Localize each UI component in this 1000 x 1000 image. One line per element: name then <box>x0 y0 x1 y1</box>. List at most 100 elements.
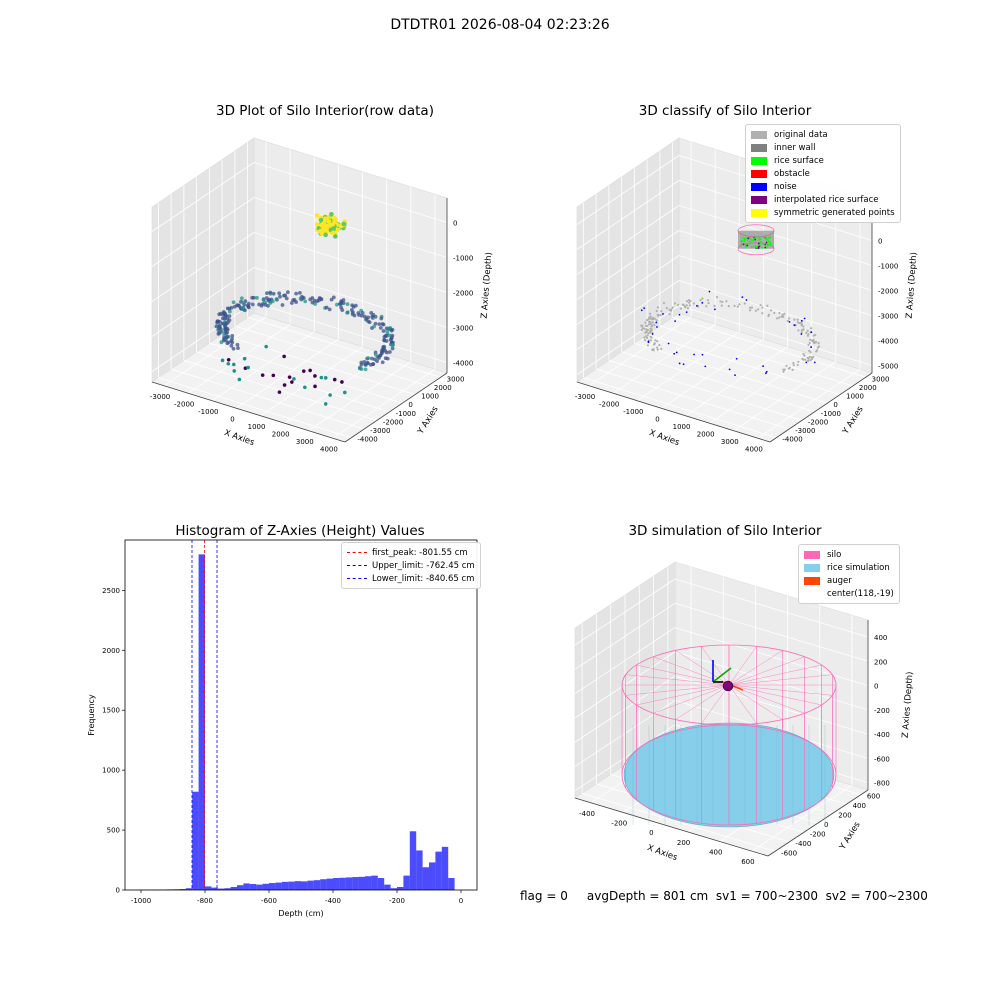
p1-data-point <box>232 362 236 367</box>
p2-noise-point <box>685 311 688 314</box>
p2-x-tick-label: -2000 <box>599 400 619 408</box>
p2-original-point <box>688 299 691 302</box>
p4-x-axis-label: X Axies <box>646 843 679 863</box>
p1-data-point <box>229 343 234 348</box>
silo-spoke <box>728 684 783 720</box>
p1-grid-z <box>151 162 255 232</box>
p1-data-point <box>326 218 332 224</box>
p2-rice-point <box>754 245 757 247</box>
p2-original-point <box>769 309 773 312</box>
p1-data-point <box>324 305 329 310</box>
p1-data-point <box>371 313 376 317</box>
p2-noise-point <box>735 357 738 360</box>
silo-spoke <box>675 684 730 720</box>
p1-data-point <box>246 305 251 310</box>
legend-item: rice surface <box>751 154 895 167</box>
p1-data-point <box>380 322 385 326</box>
p1-data-point <box>216 331 221 336</box>
legend-item: silo <box>804 548 894 561</box>
p2-original-point <box>778 311 781 315</box>
legend-label: inner wall <box>774 142 816 153</box>
p2-original-point <box>713 304 716 307</box>
p2-grid-y <box>634 342 828 404</box>
p1-data-point <box>314 213 320 218</box>
legend-label: rice surface <box>774 155 824 166</box>
p1-data-point <box>271 373 276 378</box>
p2-y-tick-label: 2000 <box>859 384 877 392</box>
p1-y-tick-label: 2000 <box>434 384 452 392</box>
legend-item: interpolated rice surface <box>751 193 895 206</box>
p2-original-point <box>640 325 644 328</box>
histogram-bar <box>448 878 455 890</box>
p2-grid-x <box>612 323 716 394</box>
p4-z-tick-label: 200 <box>874 658 887 666</box>
p2-original-point <box>808 341 811 345</box>
p2-noise-point <box>673 352 676 355</box>
histogram-bar <box>377 878 385 890</box>
p2-grid-z <box>678 305 873 366</box>
p1-data-point <box>240 306 245 310</box>
p2-original-point <box>802 325 805 328</box>
p1-data-point <box>251 295 256 300</box>
p1-data-point <box>332 234 338 239</box>
p2-original-point <box>653 323 656 327</box>
p2-original-point <box>653 317 657 321</box>
p1-data-point <box>227 314 232 319</box>
p1-x-tick-label: 2000 <box>272 430 290 438</box>
p1-z-tick-label: 0 <box>453 220 457 228</box>
panel2-title: 3D classify of Silo Interior <box>638 103 812 119</box>
p1-y-tick-label: -2000 <box>383 418 403 426</box>
p1-x-tick-label: 3000 <box>296 438 314 446</box>
p2-original-point <box>783 312 786 315</box>
p1-grid-x <box>332 368 436 439</box>
classify-legend: original data inner wall rice surface obsta… <box>745 124 901 223</box>
p2-grid-y <box>647 334 841 395</box>
silo-spoke <box>625 684 730 696</box>
p1-data-point <box>359 362 364 367</box>
p1-data-point <box>222 332 226 337</box>
p1-grid-z <box>253 232 448 293</box>
histogram-bar <box>307 880 314 890</box>
p2-original-point <box>802 352 805 355</box>
p2-grid-z <box>576 305 680 375</box>
histogram-bar <box>403 875 410 890</box>
p1-data-point <box>277 390 282 394</box>
p1-data-point <box>350 303 355 308</box>
histogram-bar <box>288 881 295 890</box>
p1-data-point <box>255 295 259 300</box>
p2-rice-point <box>752 237 755 240</box>
panel4-title: 3D simulation of Silo Interior <box>628 523 822 539</box>
p2-grid-y <box>608 360 802 421</box>
p1-data-point <box>232 304 237 309</box>
p2-rice-point <box>755 246 758 249</box>
simulation-3d-plot: -400-2000200400600-600-400-2000200400600… <box>574 561 915 866</box>
p2-original-point <box>773 311 776 315</box>
p1-grid-x <box>163 316 267 387</box>
silo-spoke <box>728 684 833 696</box>
p4-y-axis <box>767 789 869 857</box>
p1-grid-x <box>308 361 412 432</box>
p1-data-point <box>217 323 222 328</box>
x-tick-label: -800 <box>197 897 213 905</box>
p2-z-tick-label: -3000 <box>878 313 898 321</box>
p2-grid-z <box>678 280 873 341</box>
p4-x-tick-label: 400 <box>709 849 722 857</box>
p1-data-point <box>261 297 266 301</box>
legend-item: obstacle <box>751 167 895 180</box>
legend-item: Lower_limit: -840.65 cm <box>347 572 475 585</box>
p2-original-point <box>785 364 788 367</box>
p2-noise-point <box>696 304 698 307</box>
histogram-bar <box>384 884 391 890</box>
p2-y-tick-label: 0 <box>833 401 837 409</box>
p1-data-point <box>350 312 355 317</box>
histogram-legend: first_peak: -801.55 cm Upper_limit: -762.… <box>341 542 481 589</box>
legend-item: original data <box>751 128 895 141</box>
p2-original-point <box>806 356 809 360</box>
p2-original-point <box>645 328 648 331</box>
p2-original-point <box>699 299 702 302</box>
p1-z-tick-label: -1000 <box>453 255 473 263</box>
p2-original-point <box>719 300 722 303</box>
p1-x-tick-label: -1000 <box>198 408 218 416</box>
p1-data-point <box>328 393 332 397</box>
p1-data-point <box>237 377 242 382</box>
